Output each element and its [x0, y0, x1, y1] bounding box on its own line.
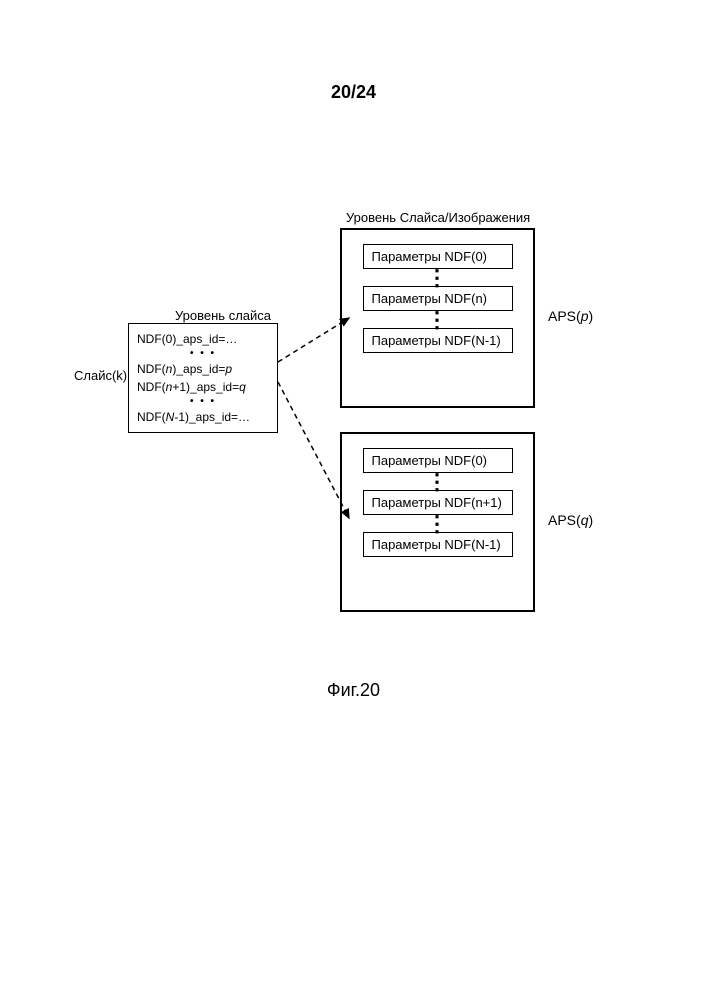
figure-label: Фиг.20	[0, 680, 707, 701]
vdots: ⋮	[352, 313, 523, 326]
slice-line-1: NDF(0)_aps_id=…	[137, 330, 269, 348]
aps-q-label: APS(q)	[548, 512, 593, 528]
vdots: ⋮	[352, 475, 523, 488]
aps-p-label: APS(p)	[548, 308, 593, 324]
slice-box: NDF(0)_aps_id=… • • • NDF(n)_aps_id=p ND…	[128, 323, 278, 433]
aps-q-row-3: Параметры NDF(N-1)	[363, 532, 513, 557]
aps-p-box: Параметры NDF(0) ⋮ Параметры NDF(n) ⋮ Па…	[340, 228, 535, 408]
image-level-heading: Уровень Слайса/Изображения	[346, 210, 530, 225]
aps-q-box: Параметры NDF(0) ⋮ Параметры NDF(n+1) ⋮ …	[340, 432, 535, 612]
slice-line-2: NDF(n)_aps_id=p	[137, 360, 269, 378]
slice-level-heading: Уровень слайса	[175, 308, 271, 323]
slice-line-3: NDF(n+1)_aps_id=q	[137, 378, 269, 396]
page-number: 20/24	[0, 82, 707, 103]
aps-p-row-3: Параметры NDF(N-1)	[363, 328, 513, 353]
arrow-to-aps-p	[278, 318, 349, 362]
vdots: ⋮	[352, 517, 523, 530]
arrow-to-aps-q	[278, 382, 349, 518]
slice-dots-2: • • •	[137, 396, 269, 408]
slice-line-4: NDF(N-1)_aps_id=…	[137, 408, 269, 426]
vdots: ⋮	[352, 271, 523, 284]
slice-label: Слайс(k)	[74, 368, 127, 383]
slice-dots-1: • • •	[137, 348, 269, 360]
